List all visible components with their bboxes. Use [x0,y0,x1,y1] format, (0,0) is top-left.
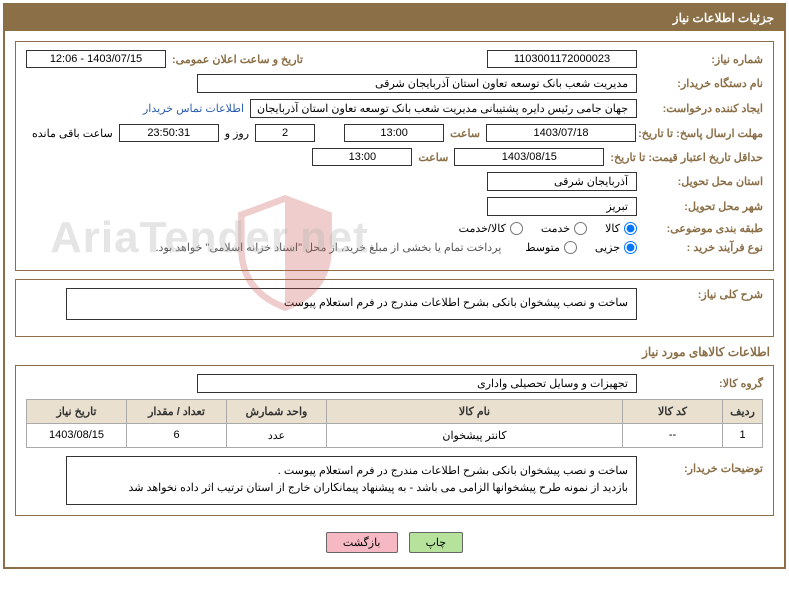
th-unit: واحد شمارش [227,399,327,423]
days-suffix: روز و [225,127,249,140]
province-label: استان محل تحویل: [643,175,763,188]
validity-label: حداقل تاریخ اعتبار قیمت: تا تاریخ: [610,151,763,164]
validity-date: 1403/08/15 [454,148,604,166]
remaining-label: ساعت باقی مانده [32,127,113,140]
radio-both[interactable] [510,222,523,235]
validity-time: 13:00 [312,148,412,166]
cell-qty: 6 [127,423,227,447]
radio-service-label: خدمت [541,222,570,235]
need-no-label: شماره نیاز: [643,53,763,66]
back-button[interactable]: بازگشت [326,532,398,553]
radio-medium[interactable] [564,241,577,254]
category-label: طبقه بندی موضوعی: [643,222,763,235]
contact-buyer-link[interactable]: اطلاعات تماس خریدار [143,102,244,115]
province-value: آذربایجان شرقی [487,172,637,191]
panel-title: جزئیات اطلاعات نیاز [5,5,784,31]
purchase-type-radio-group: جزیی متوسط [511,241,637,254]
th-name: نام کالا [327,399,623,423]
radio-service[interactable] [574,222,587,235]
announce-value: 1403/07/15 - 12:06 [26,50,166,68]
cell-name: کانتر پیشخوان [327,423,623,447]
radio-partial-label: جزیی [595,241,620,254]
countdown-timer: 23:50:31 [119,124,219,142]
hour-label-2: ساعت [418,151,448,164]
goods-group-label: گروه کالا: [643,377,763,390]
deadline-time: 13:00 [344,124,444,142]
summary-text: ساخت و نصب پیشخوان بانکی بشرح اطلاعات من… [66,288,637,320]
buyer-org-label: نام دستگاه خریدار: [643,77,763,90]
radio-medium-label: متوسط [525,241,560,254]
goods-section-title: اطلاعات کالاهای مورد نیاز [15,345,770,359]
th-date: تاریخ نیاز [27,399,127,423]
goods-group-value: تجهیزات و وسایل تحصیلی واداری [197,374,637,393]
purchase-type-label: نوع فرآیند خرید : [643,241,763,254]
goods-fieldset: گروه کالا: تجهیزات و وسایل تحصیلی واداری… [15,365,774,516]
radio-both-label: کالا/خدمت [459,222,506,235]
radio-goods[interactable] [624,222,637,235]
buyer-notes-label: توضیحات خریدار: [643,456,763,475]
days-remaining: 2 [255,124,315,142]
main-frame: جزئیات اطلاعات نیاز شماره نیاز: 11030011… [3,3,786,569]
deadline-label: مهلت ارسال پاسخ: تا تاریخ: [642,127,763,140]
category-radio-group: کالا خدمت کالا/خدمت [445,222,637,235]
button-row: چاپ بازگشت [15,524,774,557]
radio-goods-label: کالا [605,222,620,235]
cell-unit: عدد [227,423,327,447]
summary-label: شرح کلی نیاز: [643,288,763,301]
radio-partial[interactable] [624,241,637,254]
th-row: ردیف [723,399,763,423]
requester-value: جهان جامی رئیس دایره پشتیبانی مدیریت شعب… [250,99,637,118]
goods-table: ردیف کد کالا نام کالا واحد شمارش تعداد /… [26,399,763,448]
details-fieldset: شماره نیاز: 1103001172000023 تاریخ و ساع… [15,41,774,271]
th-code: کد کالا [623,399,723,423]
city-label: شهر محل تحویل: [643,200,763,213]
cell-code: -- [623,423,723,447]
hour-label-1: ساعت [450,127,480,140]
announce-label: تاریخ و ساعت اعلان عمومی: [172,53,303,66]
cell-row: 1 [723,423,763,447]
purchase-note: پرداخت تمام یا بخشی از مبلغ خرید، از محل… [156,241,502,254]
deadline-date: 1403/07/18 [486,124,636,142]
buyer-org-value: مدیریت شعب بانک توسعه تعاون استان آذربای… [197,74,637,93]
th-qty: تعداد / مقدار [127,399,227,423]
requester-label: ایجاد کننده درخواست: [643,102,763,115]
table-row: 1--کانتر پیشخوانعدد61403/08/15 [27,423,763,447]
need-no-value: 1103001172000023 [487,50,637,68]
cell-date: 1403/08/15 [27,423,127,447]
print-button[interactable]: چاپ [409,532,464,553]
city-value: تبریز [487,197,637,216]
summary-fieldset: شرح کلی نیاز: ساخت و نصب پیشخوان بانکی ب… [15,279,774,337]
buyer-notes-text: ساخت و نصب پیشخوان بانکی بشرح اطلاعات من… [66,456,637,505]
